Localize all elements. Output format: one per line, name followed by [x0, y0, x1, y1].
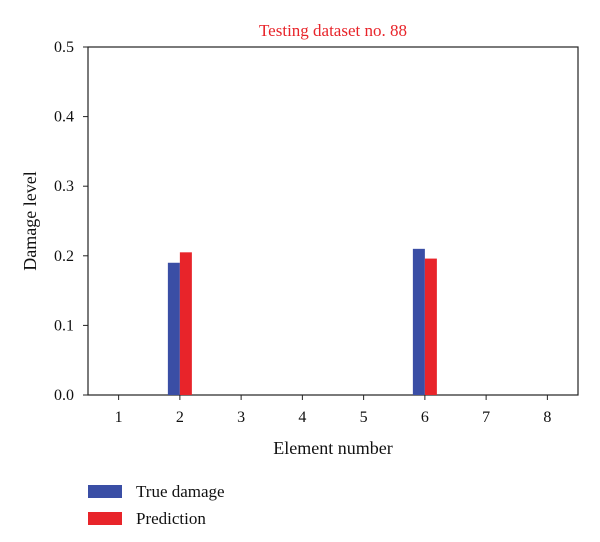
y-tick-label: 0.5 [54, 39, 74, 56]
x-tick-label: 2 [176, 409, 184, 426]
legend-swatch-prediction [88, 512, 122, 525]
chart-title: Testing dataset no. 88 [259, 21, 407, 40]
x-tick-label: 7 [482, 409, 490, 426]
x-axis: 1 2 3 4 5 6 7 8 [115, 395, 551, 426]
y-tick-label: 0.4 [54, 109, 74, 126]
legend: True damage Prediction [88, 478, 225, 532]
y-tick-label: 0.0 [54, 387, 74, 404]
bar-true-damage-element-6 [412, 248, 425, 395]
legend-label-true-damage: True damage [136, 481, 225, 501]
bar-prediction-element-6 [424, 258, 437, 395]
bar-prediction-element-2 [179, 252, 192, 395]
x-tick-label: 1 [115, 409, 123, 426]
bars-group [167, 248, 437, 395]
x-tick-label: 6 [421, 409, 429, 426]
x-axis-label: Element number [273, 438, 392, 458]
plot-frame [87, 46, 579, 396]
y-axis: 0.0 0.1 0.2 0.3 0.4 0.5 [54, 39, 88, 404]
x-tick-label: 3 [237, 409, 245, 426]
y-tick-label: 0.1 [54, 317, 74, 334]
y-tick-label: 0.2 [54, 248, 74, 265]
y-axis-label: Damage level [20, 171, 40, 270]
x-tick-label: 5 [360, 409, 368, 426]
y-tick-label: 0.3 [54, 178, 74, 195]
legend-label-prediction: Prediction [136, 508, 206, 528]
bar-true-damage-element-2 [167, 262, 180, 395]
legend-swatch-true-damage [88, 485, 122, 498]
x-tick-label: 4 [298, 409, 306, 426]
legend-item-prediction: Prediction [88, 505, 225, 532]
legend-item-true-damage: True damage [88, 478, 225, 505]
x-tick-label: 8 [543, 409, 551, 426]
